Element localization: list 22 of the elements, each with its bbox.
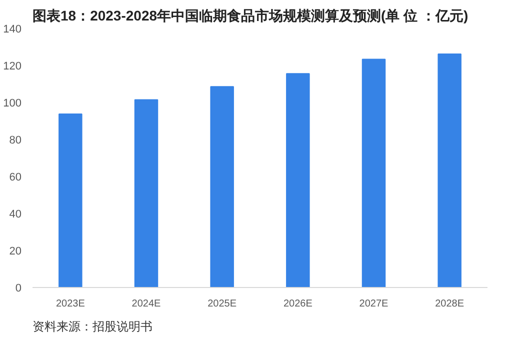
x-tick-label: 2028E (435, 298, 464, 310)
bar (286, 73, 310, 288)
x-tick-label: 2024E (132, 298, 162, 310)
x-tick-label: 2026E (283, 298, 313, 310)
y-tick-label: 100 (3, 98, 22, 110)
bar (362, 58, 386, 288)
x-tick-label: 2025E (208, 298, 237, 310)
y-tick-label: 20 (9, 246, 22, 258)
y-tick-label: 40 (9, 208, 22, 220)
y-tick-label: 120 (3, 60, 22, 72)
chart-title: 图表18：2023-2028年中国临期食品市场规模测算及预测(单 位 ：亿元) (32, 8, 468, 24)
text: 资料来源：招股说明书 (32, 320, 152, 334)
y-tick-label: 0 (15, 282, 22, 294)
bar (438, 54, 462, 288)
y-tick-label: 60 (9, 172, 22, 184)
x-tick-label: 2027E (359, 298, 389, 310)
bar (134, 99, 158, 288)
bar (210, 86, 234, 288)
y-tick-label: 140 (3, 24, 22, 36)
bar (58, 113, 82, 288)
y-tick-label: 80 (9, 134, 22, 146)
x-tick-label: 2023E (56, 298, 86, 310)
